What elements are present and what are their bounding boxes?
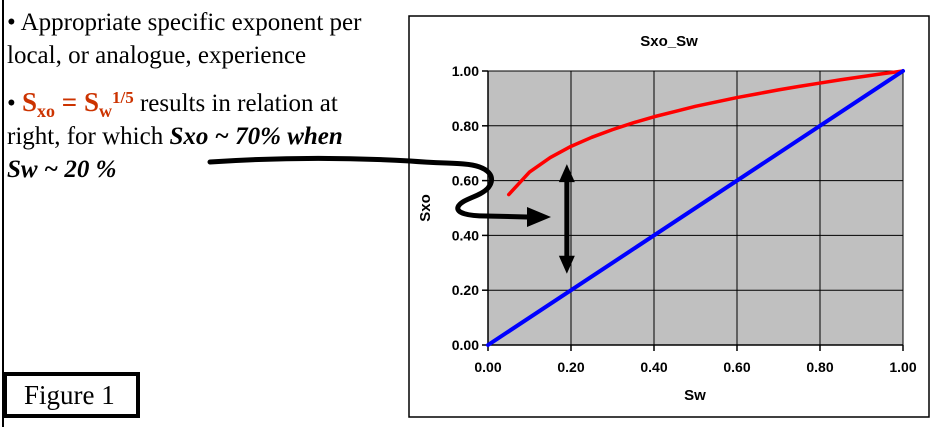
chart: 0.00 0.20 0.40 0.60 0.80 1.00 0.00 0.20 0.40 0.60…: [408, 15, 930, 418]
formula-subscript-w: w: [98, 101, 112, 121]
x-tick-label: 0.60: [723, 359, 750, 375]
bullet1-line1: • Appropriate specific exponent per: [7, 9, 362, 36]
x-tick-label: 0.00: [474, 359, 501, 375]
figure-label-box: Figure 1: [3, 372, 140, 418]
x-tick-label: 0.20: [557, 359, 584, 375]
chart-title: Sxo_Sw: [640, 33, 698, 50]
y-tick-label: 0.40: [452, 227, 479, 243]
double-arrow-head-bottom: [558, 255, 575, 274]
series-line: [486, 69, 905, 347]
bullet2-line3-emphasis: Sw ~ 20 %: [7, 156, 117, 183]
bullet-text-panel: • Appropriate specific exponent per loca…: [7, 6, 407, 186]
y-tick-label: 0.80: [452, 118, 479, 134]
x-tick-label: 0.40: [640, 359, 667, 375]
y-tick-label: 0.20: [452, 282, 479, 298]
bullet2-line2-emphasis: Sxo ~ 70% when: [169, 123, 343, 150]
x-tick-label: 0.80: [806, 359, 833, 375]
bullet2-marker: •: [7, 90, 23, 117]
bullet2-tail: results in relation at: [133, 90, 338, 117]
page-left-border: [2, 0, 4, 427]
bullet1-line2: local, or analogue, experience: [7, 42, 307, 69]
x-axis-label: Sw: [684, 387, 706, 404]
formula-subscript-xo: xo: [37, 101, 56, 121]
double-arrow-head-top: [558, 164, 575, 183]
figure-label: Figure 1: [24, 379, 115, 410]
y-tick-label: 0.00: [452, 337, 479, 353]
series-line: [507, 69, 905, 197]
formula-sxo-sw: Sxo = Sw1/5: [22, 87, 134, 121]
y-tick-label: 0.60: [452, 173, 479, 189]
y-tick-label: 1.00: [452, 63, 479, 79]
formula-exponent: 1/5: [111, 88, 134, 107]
x-tick-label: 1.00: [889, 359, 916, 375]
bullet2-line2-plain: right, for which: [7, 123, 170, 150]
y-axis-label: Sxo: [417, 194, 434, 222]
